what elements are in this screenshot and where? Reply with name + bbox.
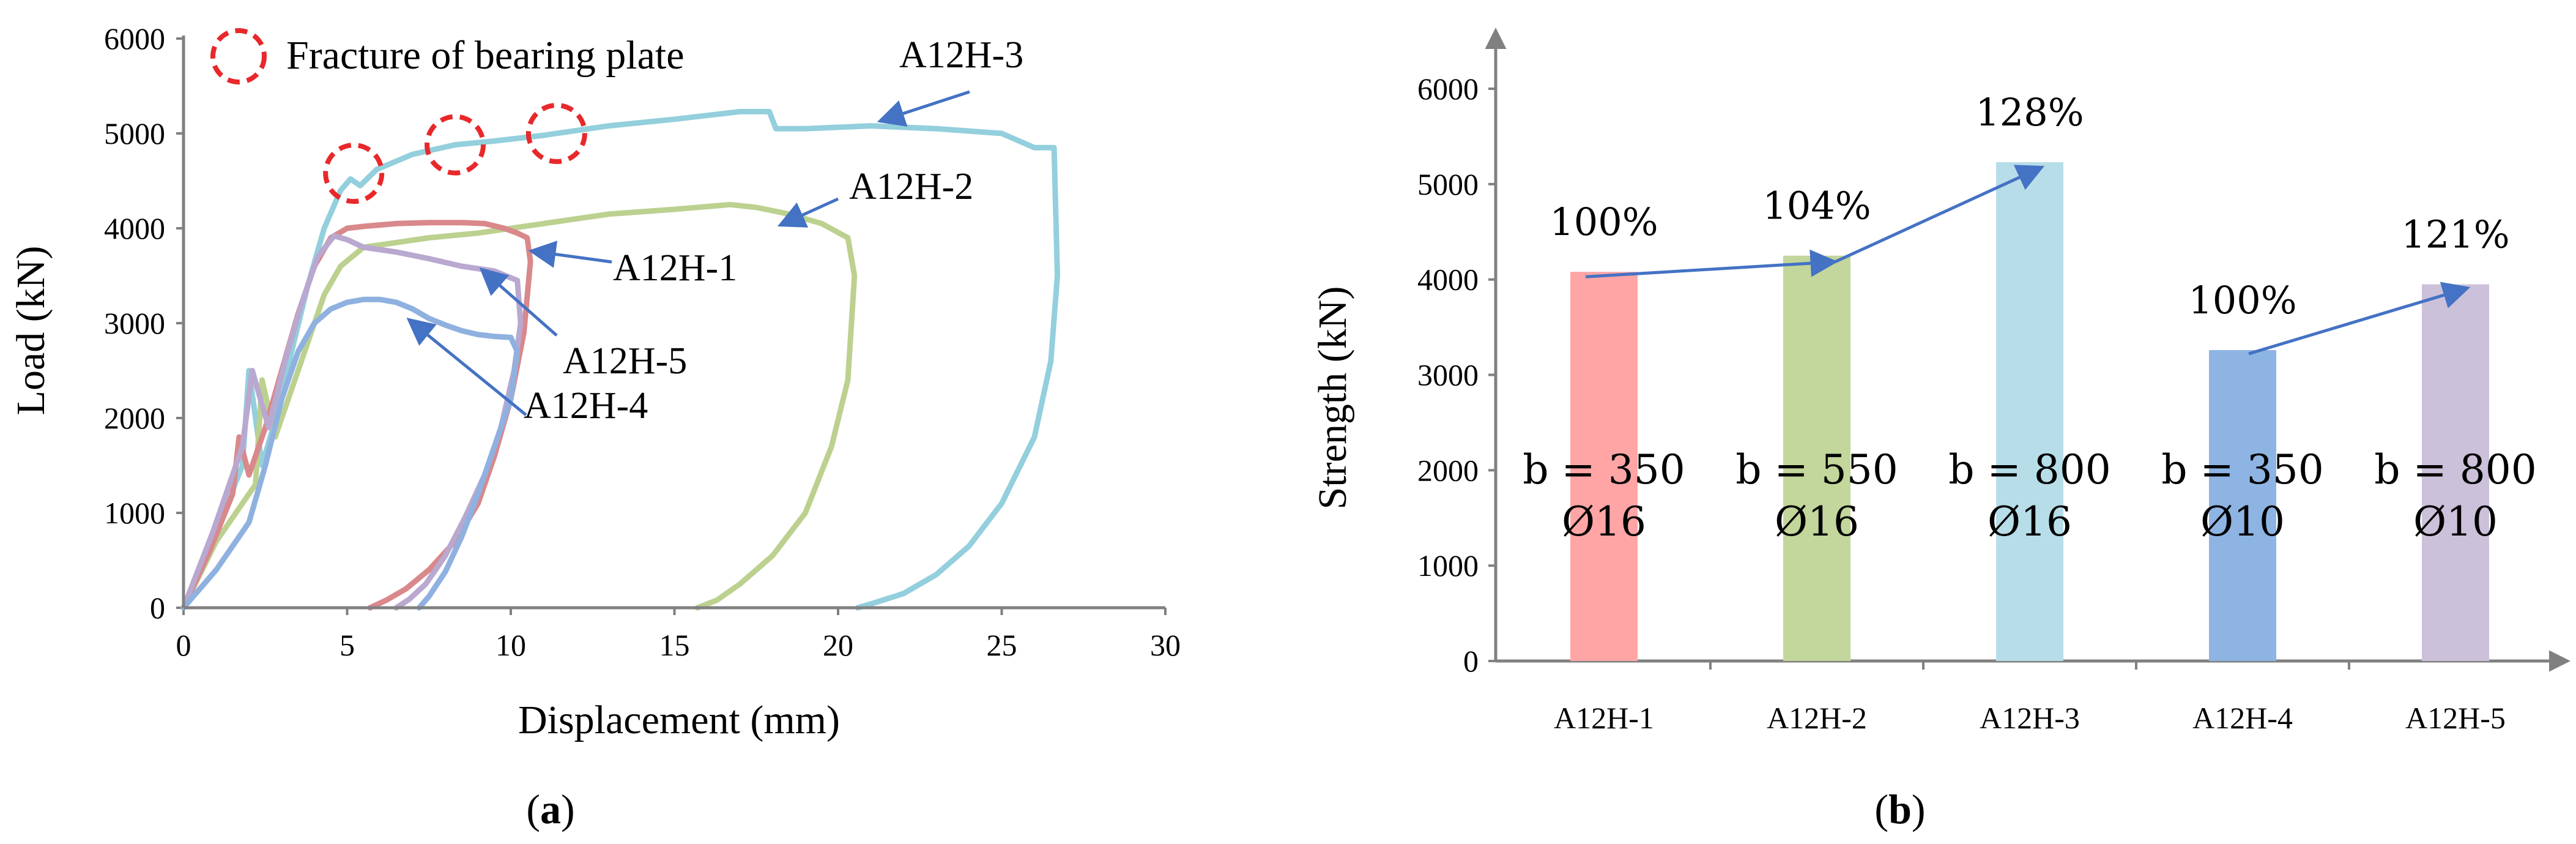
panel-a-caption: (a) — [526, 786, 574, 832]
panel-a-y-axis-title: Load (kN) — [9, 246, 53, 416]
category-label-A12H-2: A12H-2 — [1767, 701, 1867, 735]
panel-a-y-gridlines — [176, 37, 1167, 615]
fracture-legend-marker — [210, 28, 267, 84]
panel-b-y-tick-label: 4000 — [1417, 263, 1479, 297]
callout-label-A12H-3: A12H-3 — [899, 34, 1023, 76]
panel-b-y-tick-label: 3000 — [1417, 358, 1479, 392]
panel-a-fracture-markers — [323, 103, 587, 204]
growth-arrow-4-5 — [2248, 282, 2471, 356]
diameter-label-A12H-5: Ø10 — [2413, 498, 2498, 545]
panel-a-x-tick-label: 0 — [176, 628, 191, 662]
width-label-A12H-5: b = 800 — [2374, 446, 2536, 493]
panel-a-x-tick-label: 15 — [659, 628, 690, 662]
panel-a-axes — [182, 35, 1165, 610]
panel-b-bar-chart: 0 1000 2000 3000 4000 5000 6000 A12H-1 100% b = … — [1310, 28, 2570, 832]
fracture-marker — [425, 114, 486, 176]
panel-b-growth-arrows — [1585, 165, 2471, 356]
panel-a-y-tick-label: 1000 — [104, 496, 165, 530]
bar-A12H-1 — [1570, 272, 1638, 661]
callout-label-A12H-4: A12H-4 — [524, 385, 648, 427]
panel-a-tick-labels: 0 1000 2000 3000 4000 5000 6000 0 5 10 15 20 25 30 — [104, 21, 1181, 662]
width-label-A12H-1: b = 350 — [1523, 446, 1685, 493]
panel-b-tick-labels: 0 1000 2000 3000 4000 5000 6000 — [1417, 72, 1479, 678]
series-line-A12H-2 — [180, 201, 858, 611]
callout-arrow-A12H-2 — [777, 197, 839, 228]
series-line-A12H-3 — [180, 108, 1060, 611]
panel-a-x-axis-title: Displacement (mm) — [518, 698, 840, 742]
panel-a-x-tick-label: 25 — [987, 628, 1017, 662]
panel-a-x-tick-label: 30 — [1150, 628, 1181, 662]
bar-A12H-4 — [2209, 349, 2276, 661]
panel-b-y-tick-label: 2000 — [1417, 453, 1479, 487]
panel-b-caption: (b) — [1874, 786, 1925, 832]
series-line-A12H-4 — [180, 296, 521, 611]
panel-b-y-tick-label: 0 — [1463, 644, 1479, 678]
panel-a-x-tick-label: 5 — [340, 628, 355, 662]
callout-arrow-A12H-3 — [877, 90, 970, 127]
panel-a-x-tick-label: 10 — [496, 628, 526, 662]
panel-a-series-lines — [180, 108, 1060, 611]
callout-label-A12H-1: A12H-1 — [613, 247, 737, 289]
growth-arrow-1-2 — [1585, 249, 1838, 278]
callout-arrow-A12H-4 — [406, 318, 527, 416]
percent-label-A12H-1: 100% — [1550, 200, 1658, 244]
panel-b-bar-labels: A12H-1 100% b = 350 Ø16 A12H-2 104% b = 550 Ø16… — [1523, 90, 2536, 735]
diameter-label-A12H-3: Ø16 — [1988, 498, 2072, 545]
panel-a-y-tick-label: 5000 — [104, 116, 165, 151]
panel-b-y-axis-title: Strength (kN) — [1310, 286, 1355, 510]
bar-A12H-3 — [1996, 162, 2063, 661]
category-label-A12H-1: A12H-1 — [1554, 701, 1654, 735]
series-line-A12H-5 — [180, 233, 524, 611]
callout-label-A12H-5: A12H-5 — [563, 340, 687, 382]
category-label-A12H-5: A12H-5 — [2405, 701, 2506, 735]
panel-a-y-tick-label: 4000 — [104, 211, 165, 245]
category-label-A12H-3: A12H-3 — [1980, 701, 2080, 735]
series-line-A12H-1 — [180, 220, 533, 611]
callout-arrow-A12H-5 — [479, 267, 558, 337]
panel-a-y-tick-label: 6000 — [104, 21, 165, 56]
callout-arrow-A12H-1 — [528, 241, 612, 268]
panel-b-y-tick-label: 6000 — [1417, 72, 1479, 106]
panel-b-y-tick-label: 5000 — [1417, 167, 1479, 201]
growth-arrow-2-3 — [1834, 165, 2045, 263]
percent-label-A12H-2: 104% — [1762, 184, 1871, 228]
panel-b-bars — [1570, 162, 2489, 661]
panel-b-caption-letter: b — [1888, 786, 1912, 832]
panel-a-y-tick-label: 3000 — [104, 306, 165, 340]
diameter-label-A12H-4: Ø10 — [2200, 498, 2285, 545]
panel-a-line-chart: 0 1000 2000 3000 4000 5000 6000 0 5 10 15 20 25 30 Di… — [9, 21, 1181, 832]
bar-A12H-5 — [2422, 284, 2489, 661]
diameter-label-A12H-2: Ø16 — [1775, 498, 1859, 545]
panel-b-y-tick-label: 1000 — [1417, 548, 1479, 583]
bar-A12H-2 — [1783, 255, 1850, 661]
fracture-legend-label: Fracture of bearing plate — [286, 33, 685, 78]
fracture-marker — [323, 143, 385, 204]
percent-label-A12H-5: 121% — [2401, 212, 2509, 256]
panel-a-x-tick-label: 20 — [823, 628, 853, 662]
category-label-A12H-4: A12H-4 — [2192, 701, 2293, 735]
fracture-marker — [525, 103, 587, 164]
width-label-A12H-4: b = 350 — [2161, 446, 2323, 493]
width-label-A12H-2: b = 550 — [1735, 446, 1898, 493]
diameter-label-A12H-1: Ø16 — [1562, 498, 1646, 545]
panel-a-caption-letter: a — [540, 786, 561, 832]
width-label-A12H-3: b = 800 — [1948, 446, 2110, 493]
percent-label-A12H-4: 100% — [2188, 278, 2296, 323]
percent-label-A12H-3: 128% — [1975, 90, 2084, 135]
panel-a-y-tick-label: 0 — [150, 591, 165, 625]
callout-label-A12H-2: A12H-2 — [849, 166, 973, 207]
panel-a-y-tick-label: 2000 — [104, 401, 165, 435]
